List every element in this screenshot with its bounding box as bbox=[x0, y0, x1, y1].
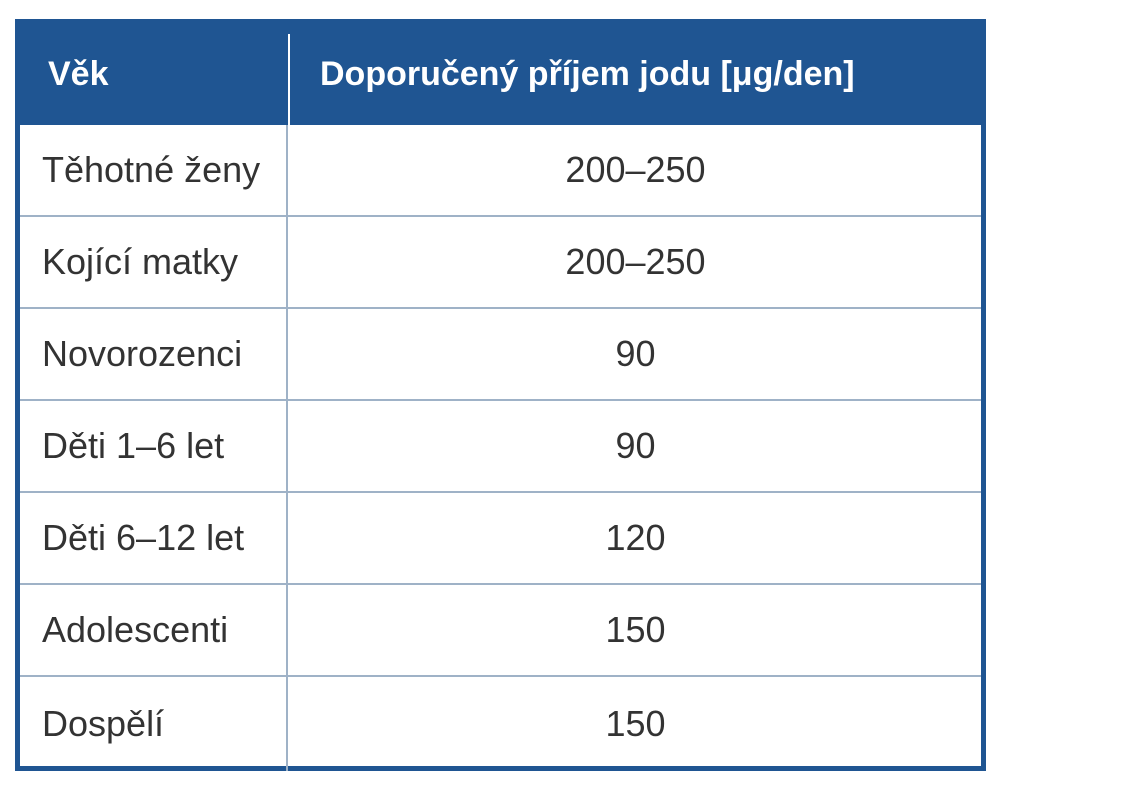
header-age: Věk bbox=[48, 55, 109, 93]
header-recommended-intake: Doporučený příjem jodu [μg/den] bbox=[320, 55, 855, 93]
table-header: Věk Doporučený příjem jodu [μg/den] bbox=[20, 24, 981, 125]
table-row: Novorozenci 90 bbox=[20, 309, 981, 401]
cell-intake: 200–250 bbox=[565, 149, 706, 190]
cell-intake: 120 bbox=[605, 517, 666, 558]
table-row: Kojící matky 200–250 bbox=[20, 217, 981, 309]
cell-age: Adolescenti bbox=[20, 585, 288, 675]
cell-intake: 150 bbox=[605, 609, 666, 650]
cell-intake: 90 bbox=[615, 425, 656, 466]
table-row: Děti 6–12 let 120 bbox=[20, 493, 981, 585]
table-row: Těhotné ženy 200–250 bbox=[20, 125, 981, 217]
cell-intake: 90 bbox=[615, 333, 656, 374]
cell-age: Děti 6–12 let bbox=[20, 493, 288, 583]
table-body: Těhotné ženy 200–250 Kojící matky 200–25… bbox=[20, 125, 981, 771]
iodine-intake-table: Věk Doporučený příjem jodu [μg/den] Těho… bbox=[15, 19, 986, 771]
cell-age: Dospělí bbox=[20, 677, 288, 771]
cell-age: Děti 1–6 let bbox=[20, 401, 288, 491]
cell-intake: 200–250 bbox=[565, 241, 706, 282]
table-row: Děti 1–6 let 90 bbox=[20, 401, 981, 493]
table-row: Adolescenti 150 bbox=[20, 585, 981, 677]
cell-age: Těhotné ženy bbox=[20, 125, 288, 215]
cell-age: Novorozenci bbox=[20, 309, 288, 399]
header-divider bbox=[288, 34, 290, 125]
cell-age: Kojící matky bbox=[20, 217, 288, 307]
table-row: Dospělí 150 bbox=[20, 677, 981, 771]
cell-intake: 150 bbox=[605, 703, 666, 744]
